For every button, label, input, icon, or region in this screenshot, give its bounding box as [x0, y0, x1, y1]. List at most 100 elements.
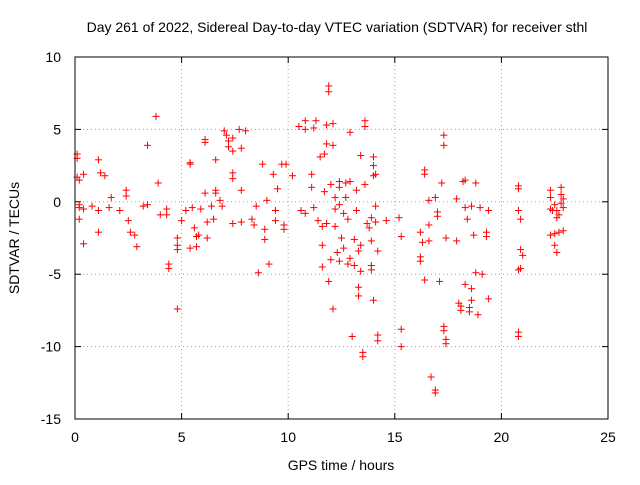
data-point: [382, 217, 390, 225]
data-point: [461, 176, 469, 184]
data-point: [186, 244, 194, 252]
data-point: [367, 237, 375, 245]
data-point: [323, 220, 331, 228]
data-point: [457, 306, 465, 314]
data-point: [237, 218, 245, 226]
data-point: [335, 183, 343, 191]
data-point: [274, 185, 282, 193]
data-point: [553, 248, 561, 256]
data-point: [397, 325, 405, 333]
data-point: [263, 196, 271, 204]
data-point: [433, 212, 441, 220]
data-point: [442, 234, 450, 242]
x-tick-label: 25: [600, 429, 616, 445]
data-point: [357, 241, 365, 249]
data-point: [310, 124, 318, 132]
data-point: [329, 120, 337, 128]
data-point: [461, 204, 469, 212]
data-point: [327, 180, 335, 188]
chart-title: Day 261 of 2022, Sidereal Day-to-day VTE…: [87, 19, 588, 35]
data-point: [265, 260, 273, 268]
x-axis-label: GPS time / hours: [288, 457, 395, 473]
data-point: [359, 353, 367, 361]
data-point: [80, 205, 88, 213]
data-point: [517, 215, 525, 223]
data-point: [271, 217, 279, 225]
data-point: [555, 211, 563, 219]
data-point: [367, 266, 375, 274]
data-point: [559, 204, 567, 212]
grid-layer: [75, 57, 608, 419]
data-point: [225, 143, 233, 151]
data-point: [212, 156, 220, 164]
data-point: [346, 128, 354, 136]
data-point: [367, 214, 375, 222]
data-point: [355, 247, 363, 255]
y-tick-label: -5: [49, 266, 62, 282]
data-point: [182, 206, 190, 214]
data-point: [442, 340, 450, 348]
data-point: [372, 202, 380, 210]
data-point: [188, 204, 196, 212]
data-point: [282, 160, 290, 168]
data-point: [310, 204, 318, 212]
data-point: [75, 204, 83, 212]
data-point: [295, 123, 303, 131]
data-point: [154, 179, 162, 187]
data-point: [514, 185, 522, 193]
data-point: [440, 131, 448, 139]
data-point: [357, 151, 365, 159]
data-point: [559, 195, 567, 203]
data-point: [551, 241, 559, 249]
data-point: [280, 225, 288, 233]
data-point: [259, 160, 267, 168]
data-point: [474, 311, 482, 319]
data-point: [94, 156, 102, 164]
data-point: [427, 373, 435, 381]
data-point: [472, 269, 480, 277]
data-point: [133, 243, 141, 251]
data-point: [261, 235, 269, 243]
data-point: [372, 218, 380, 226]
data-point: [94, 206, 102, 214]
data-point: [333, 248, 341, 256]
data-point: [416, 257, 424, 265]
data-point: [440, 327, 448, 335]
data-point: [323, 121, 331, 129]
data-point: [340, 244, 348, 252]
data-point: [297, 206, 305, 214]
data-point: [152, 112, 160, 120]
data-point: [212, 189, 220, 197]
y-tick-label: 5: [53, 121, 61, 137]
data-point: [195, 231, 203, 239]
data-point: [222, 131, 230, 139]
data-point: [476, 204, 484, 212]
data-point: [363, 220, 371, 228]
data-point: [472, 179, 480, 187]
data-point: [301, 117, 309, 125]
data-point: [186, 160, 194, 168]
data-point: [229, 147, 237, 155]
data-point: [431, 193, 439, 201]
data-point: [361, 123, 369, 131]
data-point: [308, 170, 316, 178]
data-point: [163, 211, 171, 219]
data-point: [335, 257, 343, 265]
data-point: [551, 201, 559, 209]
data-point: [461, 280, 469, 288]
data-point: [229, 175, 237, 183]
data-point: [316, 153, 324, 161]
data-point: [468, 285, 476, 293]
data-point: [197, 205, 205, 213]
data-point: [431, 389, 439, 397]
data-point: [250, 221, 258, 229]
data-point: [357, 267, 365, 275]
data-point: [344, 260, 352, 268]
data-point: [416, 228, 424, 236]
data-point: [440, 141, 448, 149]
data-point: [425, 196, 433, 204]
data-point: [546, 193, 554, 201]
data-point: [201, 189, 209, 197]
data-point: [318, 263, 326, 271]
